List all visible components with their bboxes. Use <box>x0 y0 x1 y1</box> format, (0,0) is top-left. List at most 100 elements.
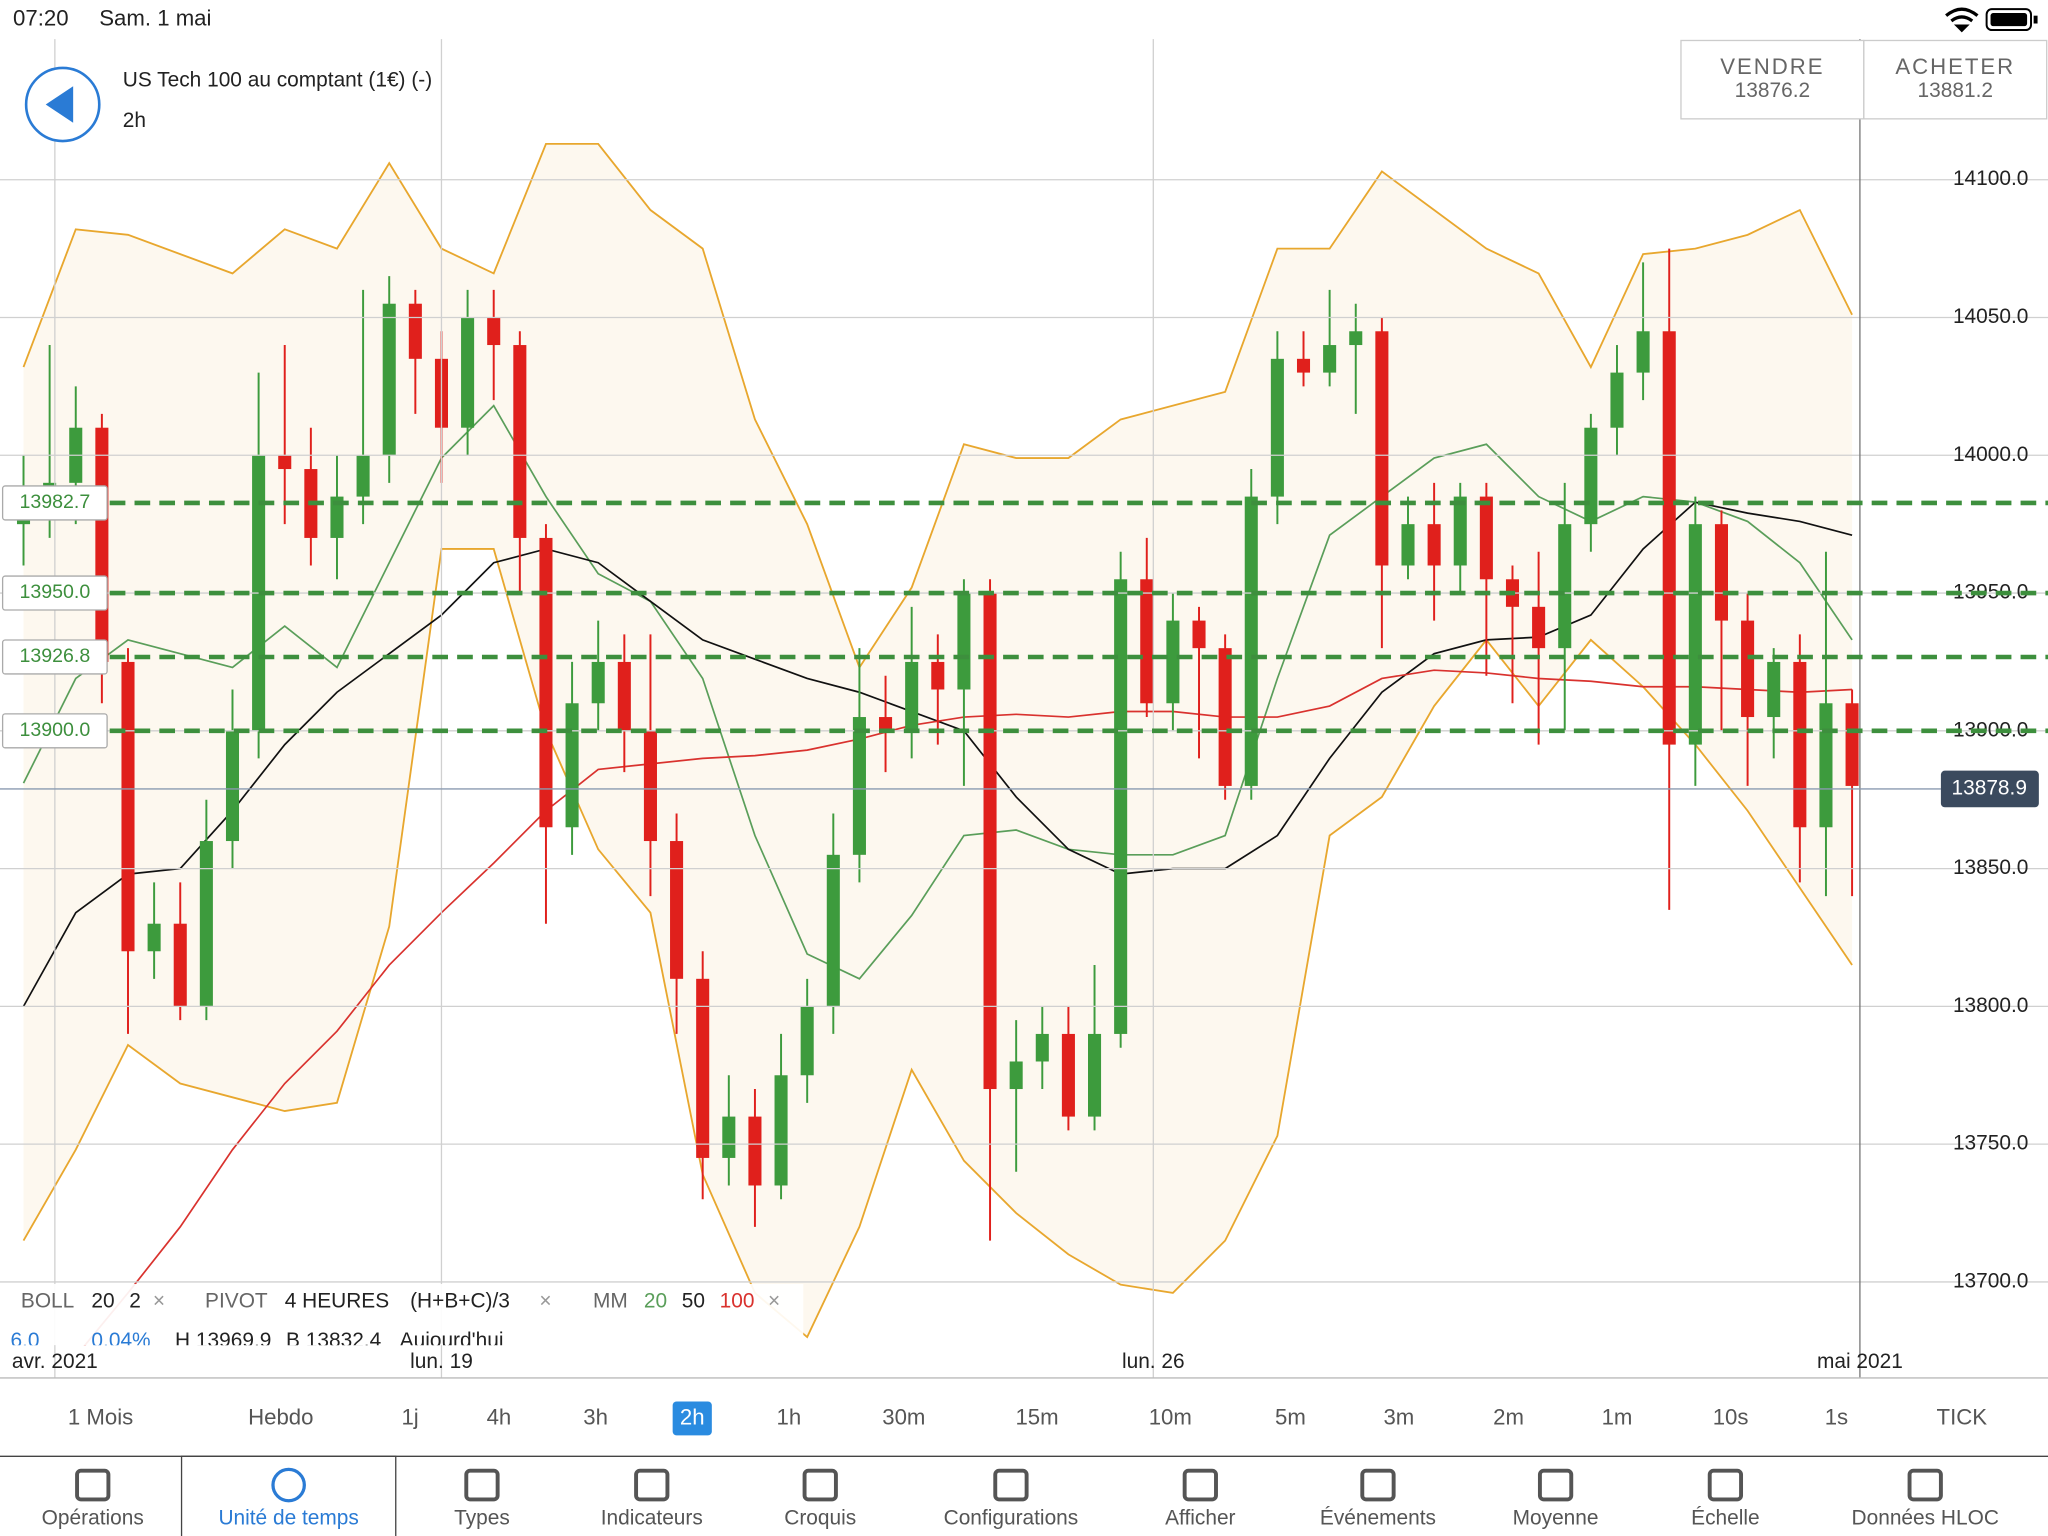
candle-body <box>722 1116 736 1158</box>
battery-level <box>1990 13 2028 27</box>
pivot-label: 13982.7 <box>19 491 90 513</box>
toolbar-label: Opérations <box>42 1507 144 1530</box>
timeframe-label: 1 Mois <box>68 1404 133 1429</box>
candle-body <box>1349 331 1363 346</box>
indicator-stat: H 13969.9 <box>175 1329 271 1352</box>
candle-body <box>905 661 919 731</box>
candle-body <box>1819 703 1833 828</box>
y-tick-label: 13750.0 <box>1953 1132 2028 1155</box>
y-tick-label: 13800.0 <box>1953 994 2028 1017</box>
candle-body <box>1218 648 1232 786</box>
timeframe-button[interactable]: 4h <box>487 1404 512 1429</box>
indicator-param: 100 <box>720 1290 755 1313</box>
timeframe-button[interactable]: 1j <box>401 1404 418 1429</box>
timeframe-button[interactable]: 5m <box>1275 1404 1306 1429</box>
indicator-param: (H+B+C)/3 <box>410 1290 510 1313</box>
timeframe-button[interactable]: 3m <box>1383 1404 1414 1429</box>
candle-body <box>539 537 553 828</box>
candle-body <box>1401 524 1415 566</box>
toolbar-label: Échelle <box>1691 1507 1759 1530</box>
candle-body <box>1323 345 1337 373</box>
candle-body <box>121 661 135 952</box>
timeframe-label: 2h <box>123 109 146 132</box>
pivot-label: 13950.0 <box>19 581 90 603</box>
timeframe-label: 10m <box>1149 1404 1192 1429</box>
toolbar-button[interactable]: Configurations <box>944 1468 1079 1530</box>
candle-body <box>1532 606 1546 649</box>
indicator-stat: 0.04% <box>91 1329 150 1352</box>
timeframe-button[interactable]: 15m <box>1015 1404 1058 1429</box>
candle-body <box>774 1075 788 1186</box>
moving-average <box>22 404 1853 980</box>
indicator-name: PIVOT <box>205 1290 268 1313</box>
toolbar-button[interactable]: Moyenne <box>1513 1468 1599 1530</box>
toolbar-button[interactable]: Afficher <box>1165 1468 1236 1530</box>
toolbar-button[interactable]: Croquis <box>784 1468 856 1530</box>
indicator-name: MM <box>593 1290 628 1313</box>
candle-body <box>1427 524 1441 566</box>
remove-indicator[interactable]: × <box>768 1290 780 1313</box>
candle-body <box>670 841 684 979</box>
timeframe-button[interactable]: 10m <box>1149 1404 1192 1429</box>
remove-indicator[interactable]: × <box>153 1290 165 1313</box>
bollinger-upper <box>22 142 1853 670</box>
candle-body <box>382 303 396 456</box>
pivot-label: 13926.8 <box>19 645 90 667</box>
toolbar-label: Données HLOC <box>1852 1507 1999 1530</box>
timeframe-button[interactable]: 1s <box>1825 1404 1848 1429</box>
battery-tip <box>2033 15 2038 24</box>
y-tick-label: 13700.0 <box>1953 1269 2028 1292</box>
candle-body <box>1166 620 1180 704</box>
toolbar-button[interactable]: Unité de temps <box>180 1455 397 1536</box>
toolbar-button[interactable]: Types <box>454 1468 510 1530</box>
y-tick-label: 14000.0 <box>1953 443 2028 466</box>
timeframe-button[interactable]: 1 Mois <box>68 1404 133 1429</box>
candle-body <box>1688 524 1702 745</box>
candle-body <box>330 496 344 538</box>
candle-body <box>879 717 893 731</box>
indicator-stat: Aujourd'hui <box>400 1329 504 1352</box>
toolbar-button[interactable]: Indicateurs <box>601 1468 703 1530</box>
candle-body <box>1114 579 1128 1034</box>
timeframe-button[interactable]: 2m <box>1493 1404 1524 1429</box>
candle-body <box>199 841 213 1007</box>
sell-button[interactable]: VENDRE 13876.2 <box>1680 39 1865 120</box>
toolbar-label: Événements <box>1320 1507 1436 1530</box>
remove-indicator[interactable]: × <box>539 1290 551 1313</box>
timeframe-button[interactable]: Hebdo <box>248 1404 313 1429</box>
toolbar-label: Unité de temps <box>218 1507 358 1530</box>
battery-icon <box>1985 8 2032 32</box>
candle-body <box>1845 703 1859 786</box>
timeframe-label: 3m <box>1383 1404 1414 1429</box>
timeframe-button[interactable]: 2h <box>672 1401 712 1436</box>
toolbar-button[interactable]: Données HLOC <box>1852 1468 1999 1530</box>
sell-label: VENDRE <box>1720 54 1824 79</box>
toolbar-button[interactable]: Événements <box>1320 1468 1436 1530</box>
toolbar-button[interactable]: Opérations <box>42 1468 144 1530</box>
back-button[interactable] <box>24 66 101 143</box>
candle-body <box>957 593 971 690</box>
timeframe-button[interactable]: 1h <box>777 1404 802 1429</box>
timeframe-button[interactable]: 30m <box>882 1404 925 1429</box>
timeframe-button[interactable]: TICK <box>1937 1404 1988 1429</box>
candle-body <box>225 730 240 842</box>
bollinger-lower <box>22 548 1853 1339</box>
timeframe-label: 3h <box>583 1404 608 1429</box>
timeframe-button[interactable]: 10s <box>1713 1404 1749 1429</box>
timeframe-button[interactable]: 1m <box>1602 1404 1633 1429</box>
toolbar-button[interactable]: Échelle <box>1691 1468 1760 1530</box>
candle-body <box>408 303 422 359</box>
candle-body <box>1270 358 1284 497</box>
toolbar-selected-frame <box>180 1455 397 1536</box>
candle-body <box>173 923 187 1007</box>
buy-button[interactable]: ACHETER 13881.2 <box>1863 39 2048 120</box>
y-tick-label: 14100.0 <box>1953 167 2028 190</box>
instrument-title: US Tech 100 au comptant (1€) (-) <box>123 68 432 91</box>
toolbar-icon <box>634 1468 670 1502</box>
y-tick-label: 14050.0 <box>1953 305 2028 328</box>
candle-body <box>826 854 840 1007</box>
timeframe-button[interactable]: 3h <box>583 1404 608 1429</box>
indicator-param: 20 <box>644 1290 667 1313</box>
